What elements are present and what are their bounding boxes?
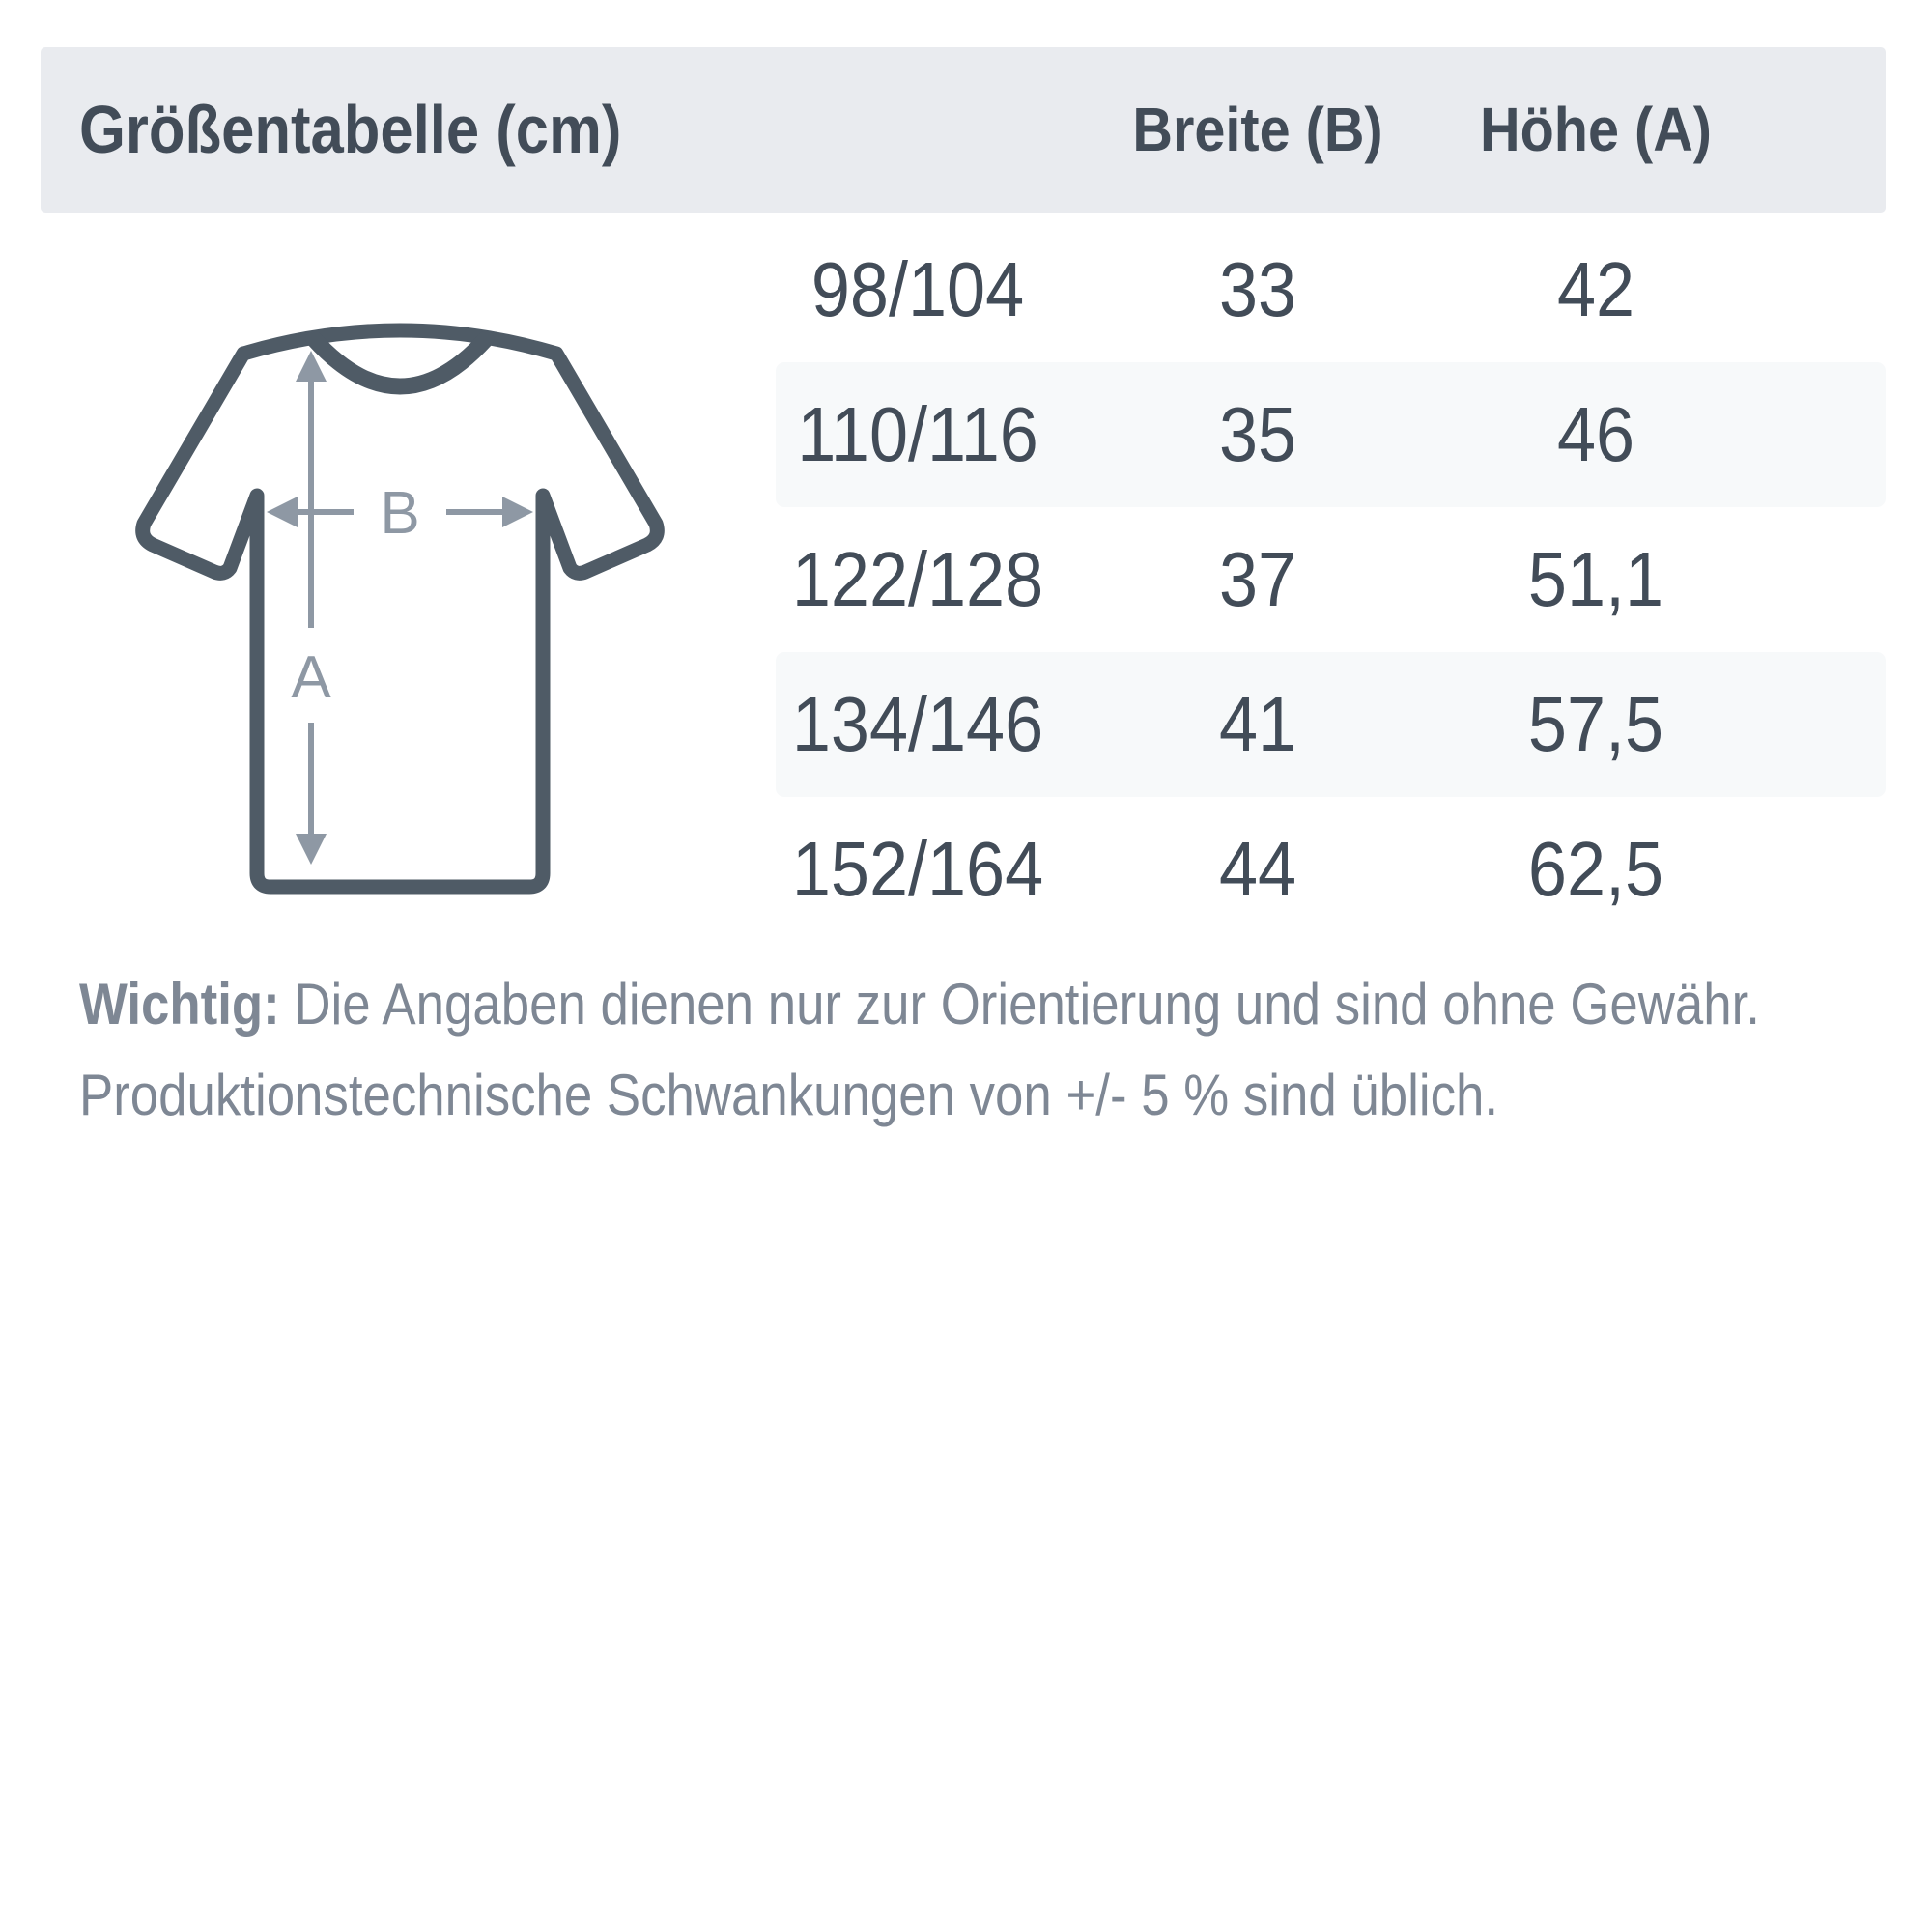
label-b: B (380, 480, 419, 547)
footer-line-2: Produktionstechnische Schwankungen von +… (79, 1063, 1499, 1127)
header-band: Größentabelle (cm) Breite (B) Höhe (A) (41, 47, 1886, 213)
height-cell: 51,1 (1527, 536, 1664, 622)
footer-line-1: Wichtig: Die Angaben dienen nur zur Orie… (79, 972, 1760, 1037)
measure-arrows: A B (267, 351, 533, 865)
width-cell: 44 (1218, 826, 1297, 912)
table-row: 110/116 35 46 (776, 362, 1886, 507)
width-cell: 35 (1218, 391, 1297, 477)
footer-bold: Wichtig: (79, 972, 280, 1037)
height-cell: 42 (1556, 246, 1635, 332)
height-arrow-heads (296, 351, 327, 865)
label-a: A (291, 644, 331, 711)
width-cell: 37 (1218, 536, 1297, 622)
width-cell: 33 (1218, 246, 1297, 332)
table-row: 134/146 41 57,5 (776, 652, 1886, 797)
size-cell: 98/104 (810, 246, 1025, 332)
height-cell: 57,5 (1527, 681, 1664, 767)
table-row: 98/104 33 42 (776, 217, 1886, 362)
height-cell: 46 (1556, 391, 1635, 477)
width-arrow-heads (267, 497, 533, 527)
table-row: 152/164 44 62,5 (776, 797, 1886, 942)
width-cell: 41 (1218, 681, 1297, 767)
footer-note: Wichtig: Die Angaben dienen nur zur Orie… (79, 959, 1932, 1141)
tshirt-collar-path (305, 330, 495, 395)
tshirt-body-path (135, 323, 665, 895)
column-header-hoehe: Höhe (A) (1480, 95, 1712, 164)
size-cell: 152/164 (791, 826, 1044, 912)
page-title-text: Größentabelle (cm) (79, 92, 622, 167)
size-table: 98/104 33 42 110/116 35 46 122/128 37 51… (776, 217, 1886, 942)
table-row: 122/128 37 51,1 (776, 507, 1886, 652)
tshirt-outline (135, 323, 665, 895)
size-cell: 134/146 (791, 681, 1044, 767)
size-cell: 122/128 (791, 536, 1044, 622)
height-cell: 62,5 (1527, 826, 1664, 912)
page-title: Größentabelle (cm) (79, 47, 696, 213)
column-header-breite: Breite (B) (1132, 95, 1383, 164)
size-cell: 110/116 (797, 391, 1038, 477)
